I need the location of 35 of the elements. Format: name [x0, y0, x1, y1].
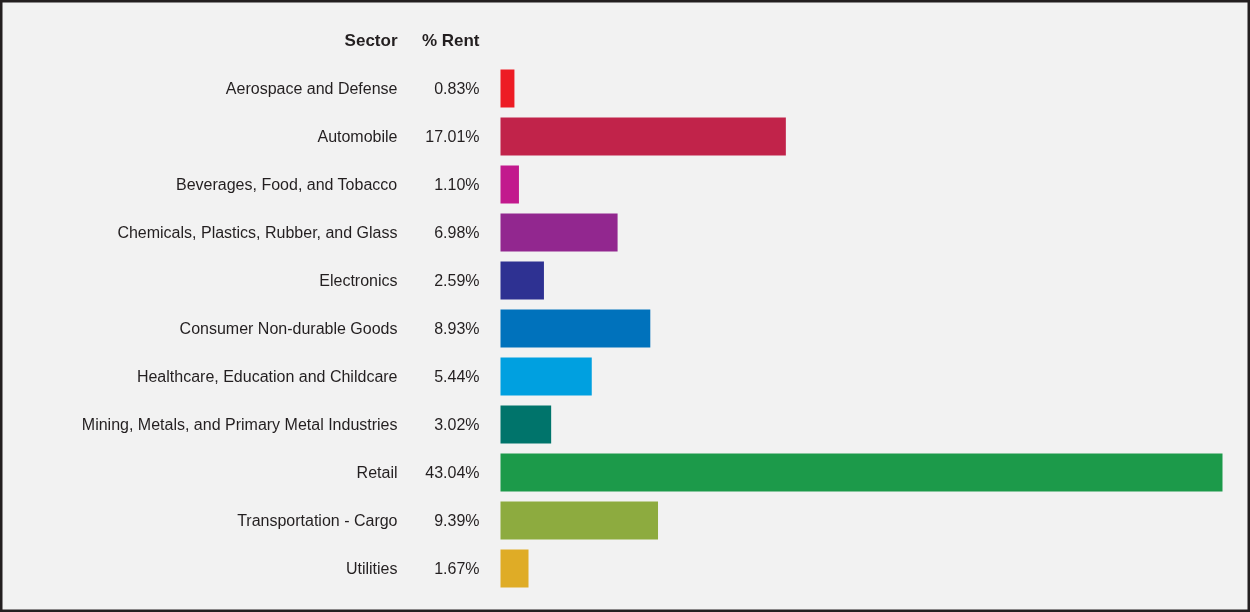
y-tick-label: Beverages, Food, and Tobacco: [176, 176, 398, 193]
data-label: 17.01%: [425, 128, 480, 145]
data-label: 8.93%: [434, 320, 480, 337]
y-tick-label: Healthcare, Education and Childcare: [136, 368, 398, 385]
bar: [500, 261, 544, 300]
data-label: 3.02%: [434, 416, 480, 433]
data-label: 0.83%: [434, 80, 480, 97]
y-tick-label: Aerospace and Defense: [225, 80, 398, 97]
data-label: 43.04%: [425, 464, 480, 481]
data-label: 1.10%: [434, 176, 480, 193]
y-tick-label: Consumer Non-durable Goods: [179, 320, 398, 337]
bar: [500, 69, 515, 108]
y-axis-title: Sector: [344, 31, 398, 50]
y-tick-label: Electronics: [319, 272, 398, 289]
y-tick-label: Automobile: [317, 128, 398, 145]
bar: [500, 117, 786, 156]
data-label: 6.98%: [434, 224, 480, 241]
data-label: 2.59%: [434, 272, 480, 289]
bar: [500, 309, 651, 348]
y-tick-label: Chemicals, Plastics, Rubber, and Glass: [117, 224, 398, 241]
x-axis-title: % Rent: [421, 31, 480, 50]
bar: [500, 501, 659, 540]
y-tick-label: Retail: [356, 464, 398, 481]
y-tick-label: Mining, Metals, and Primary Metal Industries: [81, 416, 398, 433]
bar: [500, 453, 1223, 492]
bar: [500, 405, 552, 444]
data-label: 9.39%: [434, 512, 480, 529]
data-label: 5.44%: [434, 368, 480, 385]
bar: [500, 357, 592, 396]
y-tick-label: Transportation - Cargo: [237, 512, 398, 529]
bar: [500, 213, 618, 252]
bar: [500, 165, 519, 204]
y-tick-label: Utilities: [345, 560, 398, 577]
bar: [500, 549, 529, 588]
data-label: 1.67%: [434, 560, 480, 577]
